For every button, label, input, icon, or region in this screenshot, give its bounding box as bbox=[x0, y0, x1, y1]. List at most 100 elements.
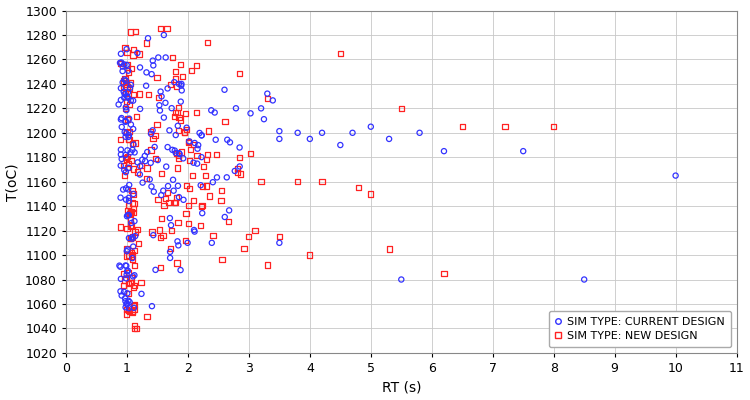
Point bbox=[456, 124, 468, 130]
Point bbox=[163, 200, 175, 206]
Point bbox=[267, 97, 279, 104]
Point bbox=[202, 151, 214, 158]
Point bbox=[232, 166, 244, 172]
Point bbox=[196, 202, 208, 208]
Point bbox=[115, 136, 127, 143]
Point bbox=[121, 248, 133, 254]
Point bbox=[125, 274, 137, 281]
Point bbox=[125, 220, 137, 226]
Point bbox=[203, 193, 215, 199]
Point bbox=[126, 308, 138, 314]
Point bbox=[273, 128, 285, 134]
Point bbox=[125, 280, 137, 286]
Point bbox=[124, 29, 136, 35]
Point bbox=[124, 279, 136, 286]
Point bbox=[187, 173, 199, 179]
Point bbox=[124, 102, 136, 108]
Point bbox=[128, 302, 140, 309]
Point bbox=[124, 235, 136, 241]
Point bbox=[127, 234, 139, 240]
Point bbox=[128, 272, 140, 278]
Point bbox=[234, 163, 246, 170]
Point bbox=[126, 200, 138, 206]
Point bbox=[121, 46, 133, 52]
Point bbox=[196, 132, 208, 138]
Point bbox=[346, 130, 358, 136]
Point bbox=[120, 104, 132, 110]
Point bbox=[120, 169, 132, 175]
Point bbox=[121, 311, 133, 317]
Point bbox=[118, 289, 130, 295]
Point bbox=[115, 85, 127, 92]
Point bbox=[122, 154, 134, 160]
Point bbox=[304, 252, 316, 258]
Point bbox=[118, 88, 130, 95]
Point bbox=[188, 160, 200, 166]
Point bbox=[122, 136, 134, 143]
Point bbox=[160, 196, 172, 202]
Point bbox=[179, 110, 191, 116]
Point bbox=[128, 126, 140, 132]
Point bbox=[125, 121, 137, 128]
Point bbox=[122, 69, 134, 75]
Point bbox=[118, 277, 130, 283]
Point bbox=[117, 186, 129, 193]
Point bbox=[175, 98, 187, 105]
Point bbox=[149, 267, 161, 273]
Point bbox=[134, 51, 146, 57]
Point bbox=[168, 188, 180, 194]
Point bbox=[124, 82, 136, 88]
Point bbox=[171, 150, 183, 157]
Point bbox=[184, 158, 196, 164]
Point bbox=[126, 158, 138, 164]
Point bbox=[128, 325, 140, 332]
Point bbox=[119, 298, 131, 304]
Point bbox=[141, 165, 153, 171]
Point bbox=[121, 268, 133, 274]
Point bbox=[168, 79, 180, 85]
Point bbox=[123, 164, 135, 171]
Point bbox=[185, 67, 197, 74]
Point bbox=[116, 115, 128, 121]
Point bbox=[120, 275, 132, 282]
Point bbox=[147, 135, 159, 142]
Point bbox=[126, 309, 138, 315]
Point bbox=[156, 170, 168, 176]
Point bbox=[121, 62, 133, 68]
Point bbox=[172, 238, 184, 244]
Point bbox=[158, 202, 170, 208]
Point bbox=[413, 130, 425, 136]
Point bbox=[129, 306, 141, 313]
Point bbox=[136, 180, 148, 186]
Point bbox=[200, 173, 211, 179]
Point bbox=[224, 207, 236, 214]
Point bbox=[192, 142, 204, 148]
Point bbox=[128, 282, 140, 289]
Point bbox=[238, 245, 250, 252]
Point bbox=[119, 118, 131, 125]
Point bbox=[127, 141, 139, 147]
Point bbox=[117, 79, 129, 86]
Point bbox=[180, 182, 192, 189]
Point bbox=[116, 63, 128, 70]
Point bbox=[334, 142, 346, 148]
Point bbox=[124, 235, 136, 242]
Point bbox=[128, 262, 140, 269]
Point bbox=[229, 168, 241, 174]
Point bbox=[173, 114, 185, 121]
Point bbox=[121, 307, 133, 313]
Point bbox=[128, 243, 140, 250]
Point bbox=[164, 245, 176, 251]
Point bbox=[123, 212, 135, 218]
Point bbox=[124, 80, 136, 86]
Point bbox=[170, 68, 182, 74]
Point bbox=[147, 232, 159, 238]
Point bbox=[122, 160, 134, 166]
Point bbox=[128, 205, 140, 212]
Point bbox=[234, 70, 246, 77]
Point bbox=[129, 233, 141, 239]
Point bbox=[125, 208, 137, 215]
Point bbox=[164, 249, 176, 255]
Point bbox=[176, 87, 188, 94]
Point bbox=[123, 235, 135, 241]
